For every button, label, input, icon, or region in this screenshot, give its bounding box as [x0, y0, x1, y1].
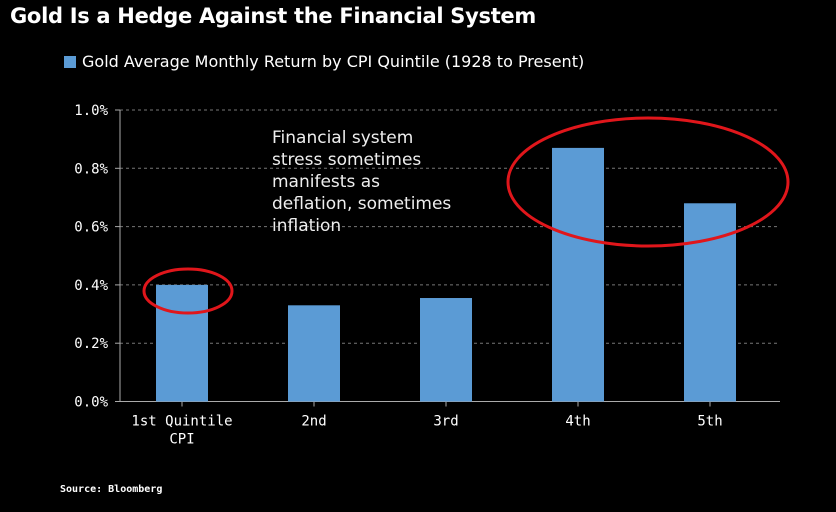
chart-title: Gold Is a Hedge Against the Financial Sy… — [10, 4, 536, 28]
y-tick-label: 0.0% — [74, 395, 108, 411]
bar — [552, 147, 604, 402]
annotation-line: manifests as — [272, 172, 380, 192]
y-tick-label: 0.6% — [74, 220, 108, 236]
x-tick-label: 4th — [565, 414, 590, 430]
source-note: Source: Bloomberg — [60, 484, 163, 495]
bar — [156, 284, 208, 402]
legend: Gold Average Monthly Return by CPI Quint… — [64, 52, 584, 71]
bar — [420, 298, 472, 402]
annotation-line: Financial system — [272, 128, 414, 148]
annotation-line: deflation, sometimes — [272, 194, 452, 214]
highlight-ellipse — [506, 116, 790, 248]
x-tick-label: CPI — [169, 432, 194, 448]
x-tick-label: 2nd — [301, 414, 326, 430]
x-tick-label: 1st Quintile — [131, 414, 232, 430]
annotation: Financial system stress sometimes manife… — [272, 127, 451, 237]
legend-swatch — [64, 55, 76, 68]
annotation-line: inflation — [272, 216, 342, 236]
y-tick-label: 0.4% — [74, 278, 108, 294]
x-tick-label: 5th — [697, 414, 722, 430]
bar — [288, 305, 340, 402]
y-tick-label: 0.2% — [74, 336, 108, 352]
legend-label: Gold Average Monthly Return by CPI Quint… — [82, 52, 585, 71]
y-tick-label: 1.0% — [74, 103, 108, 119]
annotation-line: stress sometimes — [272, 150, 422, 170]
x-tick-label: 3rd — [433, 414, 458, 430]
y-tick-label: 0.8% — [74, 161, 108, 177]
highlight-ellipse — [142, 267, 234, 315]
